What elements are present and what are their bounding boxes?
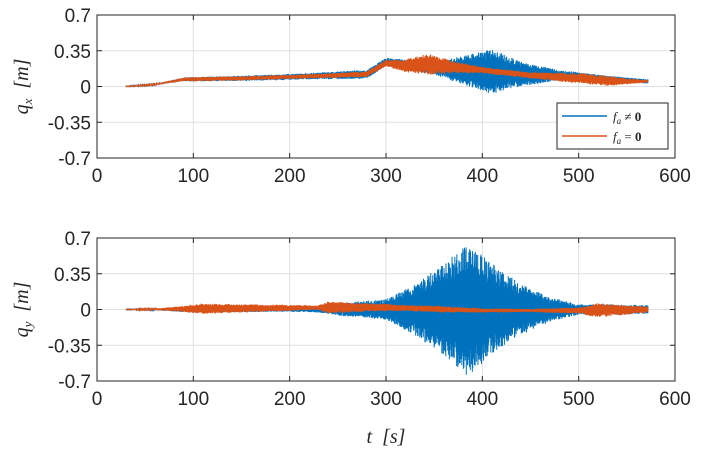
y-tick-label: -0.7	[58, 372, 91, 393]
x-tick-label: 500	[563, 389, 595, 410]
subplot-1: 0 100 200 300 400 500 600 0.7 0.35 0 -0.35 -0.7 qx[m…	[11, 6, 691, 187]
x-tick-label: 100	[177, 166, 209, 187]
y-tick-label: -0.7	[58, 149, 91, 170]
x-tick-label: 300	[370, 389, 402, 410]
y-tick-label: 0	[80, 78, 91, 99]
y-axis-label: qy[m]	[11, 282, 35, 338]
y-tick-label: -0.35	[48, 336, 91, 357]
x-tick-label: 600	[659, 166, 691, 187]
x-tick-label: 500	[563, 166, 595, 187]
y-tick-label: 0	[80, 301, 91, 322]
legend: fa ≠ 0 fa = 0	[556, 102, 669, 150]
y-tick-label: 0.7	[65, 229, 91, 250]
y-tick-label: 0.35	[54, 265, 91, 286]
y-tick-label: 0.7	[65, 6, 91, 27]
y-tick-label: 0.35	[54, 42, 91, 63]
x-tick-label: 0	[92, 389, 103, 410]
subplot-2: 0 100 200 300 400 500 600 0.7 0.35 0 -0.35 -0.7 qy[m…	[11, 229, 691, 448]
x-tick-label: 400	[466, 389, 498, 410]
x-tick-label: 400	[466, 166, 498, 187]
series-line-2	[125, 301, 649, 317]
x-tick-label: 0	[92, 166, 103, 187]
x-tick-label: 300	[370, 166, 402, 187]
x-tick-label: 100	[177, 389, 209, 410]
legend-entry-2: fa = 0	[613, 129, 641, 146]
y-axis-label: qx[m]	[11, 59, 35, 115]
x-axis-label: t [s]	[367, 426, 406, 448]
x-tick-label: 200	[274, 166, 306, 187]
legend-box	[556, 102, 669, 150]
y-tick-label: -0.35	[48, 113, 91, 134]
legend-entry-1: fa ≠ 0	[613, 109, 641, 126]
x-tick-label: 600	[659, 389, 691, 410]
series-line-2	[125, 54, 649, 88]
x-tick-label: 200	[274, 389, 306, 410]
